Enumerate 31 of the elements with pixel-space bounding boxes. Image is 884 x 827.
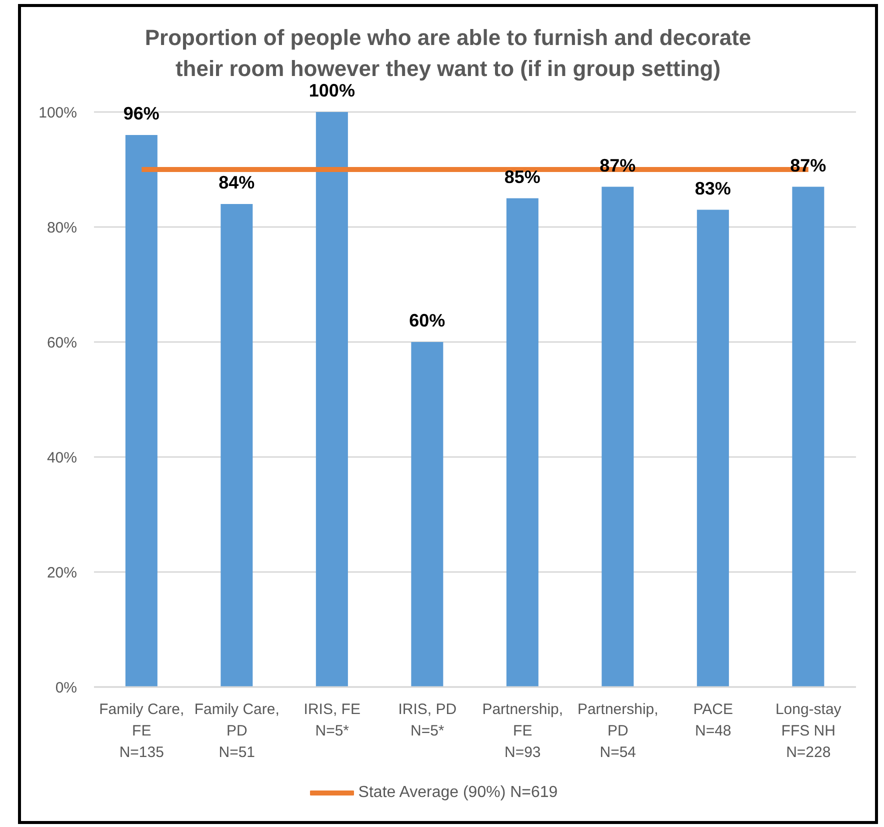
y-tick-label: 20% [46, 564, 77, 582]
x-tick-label: IRIS, PD N=5* [398, 701, 457, 740]
y-tick-label: 80% [46, 219, 77, 236]
x-tick-label: Long-stay FFS NH N=228 [775, 701, 842, 761]
y-tick-label: 100% [38, 104, 77, 122]
y-tick-label: 60% [46, 334, 77, 352]
x-tick-label: Partnership, PD N=54 [577, 701, 658, 761]
bar [316, 112, 348, 687]
y-tick-label: 40% [46, 449, 77, 466]
data-label: 96% [123, 104, 160, 124]
data-label: 84% [218, 172, 255, 192]
bar [602, 186, 634, 687]
data-label: 83% [694, 178, 731, 198]
data-label: 85% [504, 166, 540, 187]
x-tick-label: Family Care, FE N=135 [99, 701, 184, 761]
data-label: 60% [409, 310, 446, 330]
bar [411, 342, 444, 687]
x-tick-label: Family Care, PD N=51 [194, 701, 280, 761]
bar [696, 210, 729, 687]
x-tick-label: IRIS, FE N=5* [304, 701, 360, 740]
bar [220, 204, 253, 687]
chart-title: Proportion of people who are able to furnish and decorate their room however they want to (if in group setting) [144, 24, 752, 83]
y-tick-label: 0% [55, 679, 77, 696]
legend-label: State Average (90%) N=619 [358, 784, 558, 802]
bar [792, 186, 824, 687]
bar [506, 198, 538, 687]
x-tick-label: PACE N=48 [693, 701, 733, 740]
bar [125, 135, 158, 687]
x-tick-label: Partnership, FE N=93 [482, 701, 564, 761]
data-label: 87% [790, 155, 826, 176]
data-label: 100% [308, 80, 355, 100]
